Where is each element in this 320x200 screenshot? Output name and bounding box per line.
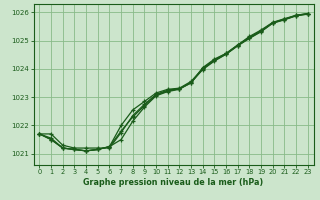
X-axis label: Graphe pression niveau de la mer (hPa): Graphe pression niveau de la mer (hPa)	[84, 178, 264, 187]
